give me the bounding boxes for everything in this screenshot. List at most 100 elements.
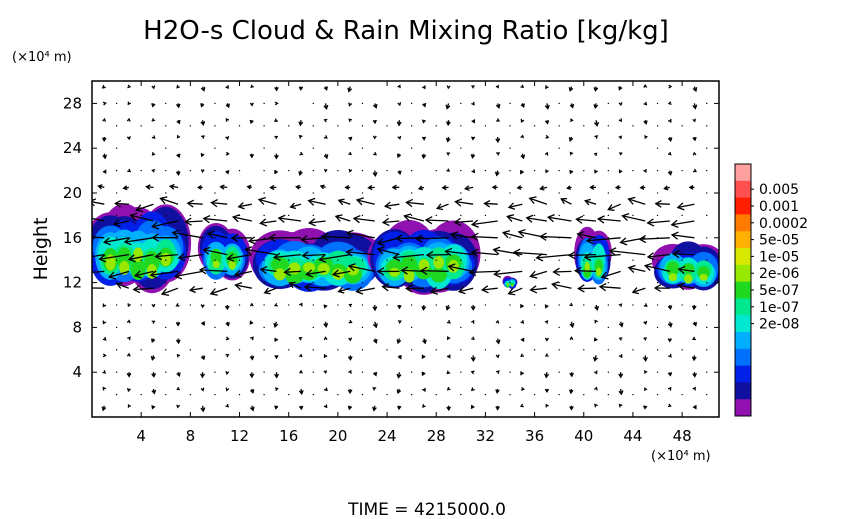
grid-dot [460, 214, 462, 216]
wind-vector [566, 185, 572, 191]
grid-dot [681, 125, 683, 127]
wind-vector [149, 270, 179, 279]
wind-vector [529, 285, 547, 294]
wind-vector [496, 118, 501, 122]
wind-vector [667, 118, 672, 123]
wind-vector [383, 201, 400, 210]
grid-dot [558, 237, 560, 239]
grid-dot [484, 394, 487, 396]
wind-vector [639, 185, 646, 190]
grid-dot [460, 304, 462, 306]
wind-vector [396, 120, 402, 127]
wind-vector [373, 151, 377, 156]
grid-dot [558, 170, 560, 172]
wind-vector [97, 184, 105, 190]
grid-dot [238, 259, 241, 261]
grid-dot [706, 259, 708, 261]
wind-vector [225, 321, 230, 327]
wind-vector [643, 337, 647, 341]
colorbar: 0.0050.0010.00025e-051e-052e-065e-071e-0… [734, 163, 808, 417]
wind-vector [308, 218, 326, 227]
colorbar-swatch [735, 382, 751, 400]
wind-vector [173, 270, 203, 280]
wind-vector [692, 321, 698, 327]
grid-dot [288, 259, 290, 261]
wind-vector [151, 338, 156, 344]
wind-vector [397, 102, 402, 107]
grid-dot [263, 371, 265, 373]
wind-vector [446, 168, 451, 172]
grid-dot [238, 125, 241, 127]
grid-dot [361, 259, 364, 261]
cloud-patch [681, 263, 695, 274]
grid-dot [337, 259, 339, 261]
wind-vector [259, 218, 277, 227]
wind-vector [323, 304, 328, 309]
grid-dot [656, 304, 659, 306]
wind-vector [92, 217, 105, 222]
wind-vector [348, 102, 353, 107]
wind-vector [305, 269, 326, 278]
colorbar-swatch [735, 315, 751, 333]
wind-vector [480, 285, 498, 294]
grid-dot [115, 326, 118, 328]
x-tick-label: 48 [673, 427, 692, 445]
wind-vector [608, 247, 646, 256]
cloud-patch [506, 283, 509, 286]
wind-vector [491, 184, 498, 190]
grid-dot [533, 349, 536, 351]
wind-vector [249, 119, 254, 125]
x-tick-label: 8 [186, 427, 196, 445]
wind-vector [470, 387, 475, 392]
wind-vector [151, 85, 156, 90]
wind-vector [127, 101, 131, 106]
wind-vector [127, 168, 132, 173]
grid-dot [165, 214, 167, 216]
grid-dot [681, 304, 683, 306]
wind-vector [692, 136, 697, 142]
grid-dot [189, 259, 191, 261]
wind-vector [274, 372, 280, 379]
wind-vector [520, 103, 525, 109]
wind-vector [671, 249, 695, 259]
grid-dot [288, 394, 290, 396]
wind-vector [298, 388, 304, 396]
cloud-patch [270, 257, 289, 272]
wind-vector [569, 103, 575, 109]
wind-vector [175, 303, 180, 307]
wind-vector [114, 199, 129, 208]
wind-vector [347, 263, 375, 273]
cloud-patch [433, 256, 445, 269]
grid-dot [263, 125, 265, 127]
grid-dots [115, 102, 708, 396]
wind-vector [396, 372, 402, 379]
wind-vector [123, 237, 154, 246]
wind-vector [272, 252, 302, 261]
grid-dot [312, 349, 314, 351]
wind-vector [299, 369, 303, 374]
wind-vector [627, 196, 646, 205]
wind-vector [392, 252, 425, 262]
grid-dot [115, 349, 118, 351]
wind-vector [692, 86, 698, 93]
wind-vector [618, 118, 622, 123]
wind-vector [355, 286, 375, 295]
wind-vector [594, 304, 599, 311]
wind-vector [323, 321, 329, 328]
grid-dot [533, 304, 536, 306]
grid-dot [509, 371, 511, 373]
wind-vector [422, 85, 426, 90]
wind-vector [323, 86, 328, 91]
wind-vector [618, 321, 624, 328]
grid-dot [460, 237, 462, 239]
wind-vector [496, 152, 501, 156]
grid-dot [583, 394, 585, 396]
wind-vector [654, 200, 670, 208]
wind-vector [274, 101, 279, 106]
wind-vector [447, 263, 474, 273]
wind-vector [520, 118, 525, 123]
wind-vector [529, 270, 548, 279]
wind-vector [663, 185, 670, 191]
wind-vector [200, 86, 206, 92]
wind-vector [206, 230, 228, 239]
